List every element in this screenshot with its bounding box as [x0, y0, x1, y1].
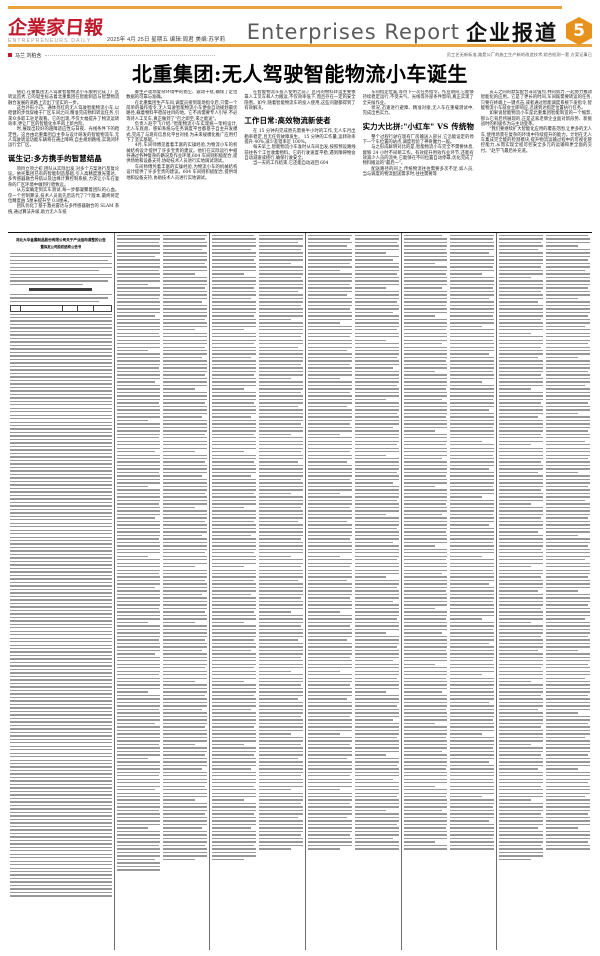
- classified-text-block: [403, 235, 448, 852]
- byline-bar: 马兰 刘柏含 员工艺无新标准,路是公厂的施工生产新的改造技术,综合检测一套 方案…: [0, 48, 600, 60]
- paragraph: 4月,车间师傅见着着丰富的实操经验,为物流小车的机械结构设计提供了许多宝贵的建议…: [126, 143, 238, 165]
- article-column-3: 在智能物流车投入使用之前,厂区内的物料转运主要依靠人工叉车和人力搬运,不仅效率低…: [244, 90, 355, 240]
- paragraph: 在北重集团生产车间,调度员接到现场指令后,只需一个简单的操作指令,无人驾驶智能物…: [126, 100, 238, 122]
- table-header-cell: [9, 305, 22, 312]
- announcement-column-1: 河北大华金属制品股份有限公司关于产业结构调整的公告 暨拟定公司股权结构公告书: [8, 233, 115, 950]
- paragraph: 时,展现出较好的越障适应性与日夜、光线条件下的稳定性。这台由北重集团自主参与设计…: [8, 127, 120, 149]
- paragraph: "我们要继续扩大智能化应用的覆盖范围,让更多的无人车,使用场景在复杂的环境中持续…: [480, 127, 592, 154]
- table-header-row: [9, 305, 112, 312]
- announcement-column-5: [402, 233, 498, 950]
- article-column-1: 随近,在蒙集团无人驾驶智能物流小车顺利完成了厂区转运首秀,它的诞生标志着北重集团…: [8, 90, 119, 240]
- classified-text-block: [116, 235, 161, 873]
- article-column-2: 御生产现场复杂环境中的扬尘、震动干扰,确保了定位数据的可靠与准确。 在北重集团生…: [126, 90, 237, 240]
- section-subheading: 工作日常:高效物流新使者: [244, 116, 331, 126]
- masthead-top-rule: [8, 6, 592, 9]
- masthead-bottom-rule: [8, 44, 592, 47]
- masthead-issue-meta: 2025年 4月 25日 星期五 编辑:周君 美编:苏学莉: [107, 37, 226, 43]
- announcements-section: 河北大华金属制品股份有限公司关于产业结构调整的公告 暨拟定公司股权结构公告书: [8, 232, 592, 950]
- paragraph: 随近,在蒙集团无人驾驶智能物流小车顺利完成了厂区转运首秀,它的诞生标志着北重集团…: [8, 90, 120, 106]
- table-header-cell: [61, 305, 79, 312]
- paragraph: 整个过程行驶在现有厂房输送入部分,它沿能设定的停下一个车位置的站点,调度检验了神…: [362, 134, 474, 146]
- classified-text-block: [259, 235, 303, 862]
- paragraph: 当一天的工作结束,它还能自动返回 604: [252, 161, 329, 167]
- paragraph: 在 15 分钟内完成原先需要半小时的工作,无人车月出勤率稳定,且无任何故障发生。…: [244, 129, 356, 146]
- paragraph: 团队优化了基于激光雷达与多传感器融合的 SLAM 系统,通过算法升级,助力无人车…: [8, 204, 120, 215]
- paragraph: 如果说智能物流小车是北重集团智能制造的一个缩影,那么它背后所展现的,正是这家老牌…: [480, 111, 592, 128]
- table-header-cell: [20, 305, 63, 312]
- paragraph: 在智能物流车投入使用之前,厂区内的物料转运主要依靠人工叉车和人力搬运,不仅效率低…: [244, 90, 356, 112]
- classified-text-block: [546, 235, 590, 862]
- paragraph: 状况,迅速进行避障、精准对接,无人车在重载测试中,完成出色实力。: [362, 106, 474, 117]
- paragraph: 项目立项之初,团队从实际出发,对多个方案进行反复论证。依托集团已有的智能制造基础…: [8, 166, 120, 188]
- paragraph: 负责人赵学飞介绍:"智能物流小车实现统一架构设计,无人车底盘、感知系统与任务调度…: [126, 122, 238, 144]
- logo-english-name: ENTREPRENEURS DAILY: [8, 38, 92, 44]
- byline-authors: 马兰 刘柏含: [15, 52, 42, 59]
- classified-text-block: [354, 235, 399, 852]
- paragraph: 与之形成鲜明对比的是,智能物流小车完全不需要休息,能够 24 小时不间断工作。有…: [362, 145, 474, 167]
- byline-dotted-rule: [45, 54, 216, 56]
- announcement-title: 河北大华金属制品股份有限公司关于产业结构调整的公告: [15, 238, 106, 242]
- classified-text-block: [499, 235, 544, 862]
- article-body: 随近,在蒙集团无人驾驶智能物流小车顺利完成了厂区转运首秀,它的诞生标志着北重集团…: [0, 90, 600, 240]
- classified-text-block: [450, 235, 495, 852]
- masthead: 企業家日報 ENTREPRENEURS DAILY 2025年 4月 25日 星…: [0, 0, 600, 48]
- announcement-column-2: [115, 233, 211, 950]
- page-title: 北重集团:无人驾驶智能物流小车诞生: [132, 62, 468, 86]
- page-number-badge: 5: [566, 17, 592, 45]
- article-column-4: 车间指定位置,等待下一次任务指令。作业期间,它能够持续稳定运行,不受天气、光线等…: [363, 90, 474, 240]
- announcement-text-block: [10, 252, 112, 303]
- article-column-5: 员工之间的默契配合非常强烈,共同努力,一起协力推动智能化的应用。它是了更长的时间…: [481, 90, 592, 240]
- section-title-chinese: 企业报道: [466, 20, 558, 45]
- top-right-note: 员工艺无新标准,路是公厂的施工生产新的改造技术,综合检测一套 方案记事已: [446, 52, 592, 57]
- paragraph: 员工之间的默契配合非常强烈,共同努力,一起协力推动智能化的应用。它是了更长的时间…: [480, 90, 592, 112]
- classified-text-block: [212, 235, 257, 862]
- paragraph: 这台外形小巧、通体亮红的无人驾驶智能物流小车,以稳健的步伐穿梭于厂区车间之间,精…: [8, 106, 120, 128]
- newspaper-logo[interactable]: 企業家日報 ENTREPRENEURS DAILY: [7, 17, 104, 44]
- announcement-column-6: [497, 233, 592, 950]
- table-header-cell: [77, 305, 95, 312]
- classified-text-block: [163, 235, 208, 873]
- paragraph: 御生产现场复杂环境中的扬尘、震动干扰,确保了定位数据的可靠与准确。: [126, 90, 238, 101]
- page-number-label: 5: [573, 21, 585, 41]
- section-title-english: Enterprises Report: [246, 20, 460, 44]
- section-subheading: 实力大比拼:"小红车" VS 传统物流: [362, 121, 474, 131]
- announcement-table-rows: [10, 313, 112, 897]
- announcement-subtitle: 暨拟定公司股权结构公告书: [40, 245, 82, 249]
- masthead-corner-notch: [562, 6, 592, 9]
- paragraph: 从方案确定到实车测试,每一步都凝聚着团队的心血。仅一个控制算法,技术人员就先后迭…: [8, 188, 120, 204]
- logo-chinese-name: 企業家日報: [7, 17, 104, 39]
- square-marker-icon: [8, 53, 12, 57]
- section-subheading: 诞生记:多方携手的智慧结晶: [8, 153, 103, 163]
- announcement-column-4: [306, 233, 402, 950]
- classified-text-block: [307, 235, 352, 852]
- paragraph: 每天早上,智能物流小车准时从车间出发,按照预设路线前往各个工位收集物料。它的行驶…: [244, 145, 356, 162]
- paragraph: 配送路径的同上,传统物流往往需要多次不足,如人员,当与调度的物流配送需求时,往往…: [362, 166, 474, 178]
- byline: 马兰 刘柏含: [8, 52, 41, 59]
- paragraph: 车间师傅凭着丰富的实操经验,为物流小车的机械结构设计提供了许多宝贵的建议。604…: [126, 164, 238, 181]
- announcement-column-3: [210, 233, 306, 950]
- announcement-table: [9, 305, 112, 312]
- paragraph: 车间指定位置,等待下一次任务指令。作业期间,它能够持续稳定运行,不受天气、光线等…: [362, 90, 474, 106]
- table-header-cell: [93, 305, 112, 312]
